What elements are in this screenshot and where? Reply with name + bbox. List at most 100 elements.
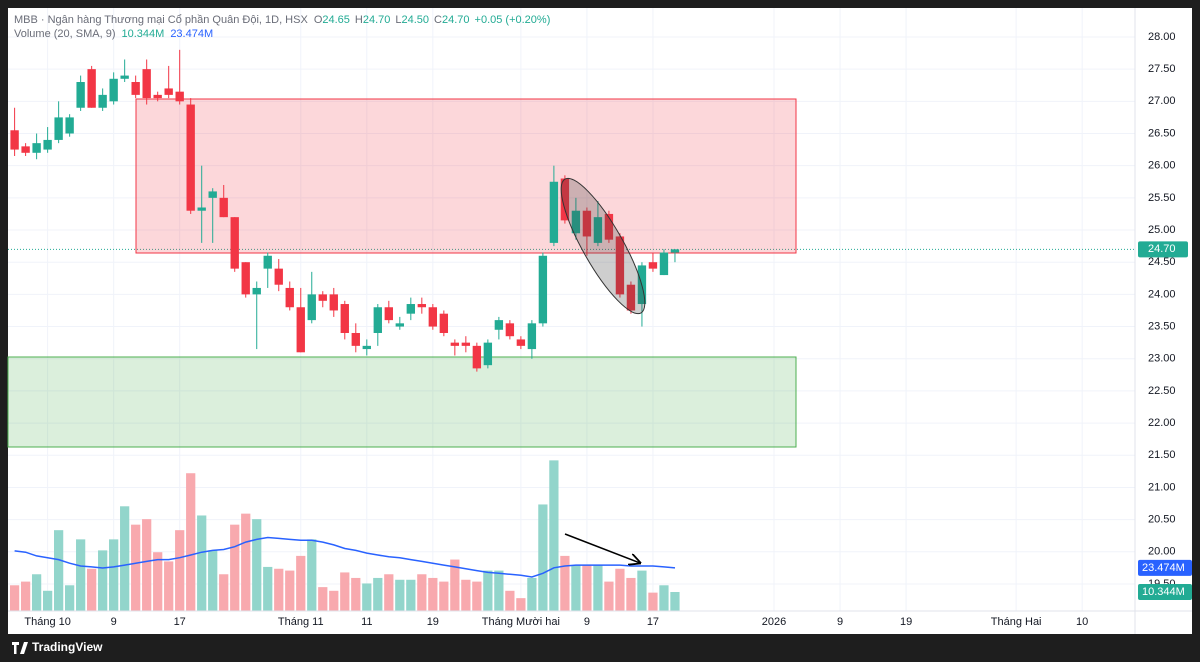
volume-label: 10.344M xyxy=(1142,586,1185,598)
volume-bar xyxy=(648,592,658,611)
candle-body xyxy=(648,262,658,269)
ohlc-value: 24.70 xyxy=(442,14,470,26)
volume-bar xyxy=(461,579,471,611)
grid xyxy=(8,8,1135,611)
y-tick-label: 26.50 xyxy=(1148,127,1176,139)
candle-body xyxy=(65,117,74,134)
candle-body xyxy=(230,217,239,269)
volume-bar xyxy=(351,577,361,611)
candle-body xyxy=(395,323,404,327)
candle-body xyxy=(263,255,272,269)
y-tick-label: 27.00 xyxy=(1148,95,1176,107)
volume-bar xyxy=(406,579,416,611)
x-tick-label: 19 xyxy=(900,616,912,628)
candle-body xyxy=(340,304,349,333)
annotation-arrow xyxy=(564,533,640,563)
y-tick-label: 21.00 xyxy=(1148,481,1176,493)
candle-body xyxy=(219,197,228,218)
candle-body xyxy=(153,94,162,99)
y-tick-label: 22.50 xyxy=(1148,385,1176,397)
volume-bar xyxy=(263,566,273,611)
volume-bar xyxy=(109,539,119,611)
x-tick-label: 10 xyxy=(1076,616,1088,628)
volume-name: Volume (20, SMA, 9) xyxy=(14,28,116,40)
supply-zone xyxy=(135,98,797,254)
candle-body xyxy=(164,88,173,95)
y-tick-label: 23.00 xyxy=(1148,353,1176,365)
y-tick-label: 28.00 xyxy=(1148,31,1176,43)
volume-bar xyxy=(670,591,680,611)
x-tick-label: 17 xyxy=(174,616,186,628)
volume-bar xyxy=(560,555,570,611)
candle-body xyxy=(362,345,371,350)
y-tick-label: 22.00 xyxy=(1148,417,1176,429)
volume-bar xyxy=(252,519,262,611)
ohlc-key: H xyxy=(355,14,363,26)
candle-body xyxy=(76,82,85,108)
y-tick-label: 25.00 xyxy=(1148,224,1176,236)
candle-body xyxy=(373,307,382,333)
volume-bar xyxy=(505,590,515,611)
candle-body xyxy=(494,320,504,330)
symbol-legend: MBB · Ngân hàng Thương mại Cổ phần Quân … xyxy=(14,14,550,26)
demand-zone xyxy=(7,356,797,448)
volume-bar xyxy=(87,568,97,611)
candle-body xyxy=(604,213,614,240)
candle-body xyxy=(450,342,460,346)
volume-bar xyxy=(285,570,295,611)
volume-bar xyxy=(428,577,438,611)
volume-sma xyxy=(14,536,676,578)
x-tick-label: 17 xyxy=(647,616,659,628)
candle-body xyxy=(87,69,96,108)
candle-body xyxy=(615,236,625,295)
volume-bar xyxy=(593,565,603,611)
volume-bar xyxy=(395,579,405,611)
candle-body xyxy=(527,323,537,350)
y-tick-label: 23.50 xyxy=(1148,320,1176,332)
candle-body xyxy=(274,268,283,285)
volume-bar xyxy=(439,581,449,611)
change: +0.05 (+0.20%) xyxy=(475,14,551,26)
candle-body xyxy=(142,69,151,99)
volume-bar xyxy=(31,574,42,611)
candle-body xyxy=(329,294,338,311)
candle-body xyxy=(43,139,52,150)
last-price-box xyxy=(1138,241,1188,258)
footer xyxy=(0,634,1200,662)
x-tick-label: 9 xyxy=(111,616,117,628)
candle-body xyxy=(10,130,19,150)
volume-bar xyxy=(65,585,75,611)
volume-bar xyxy=(472,581,482,611)
candle-body xyxy=(131,82,140,95)
candle-body xyxy=(571,210,581,234)
candle-body xyxy=(516,339,526,346)
volume-bar xyxy=(417,574,427,611)
candle-body xyxy=(593,217,603,243)
volume-bar xyxy=(76,539,86,611)
ohlc-value: 24.70 xyxy=(363,14,391,26)
candle-body xyxy=(241,262,250,295)
candle-body xyxy=(120,75,129,79)
volume-bar xyxy=(516,598,526,611)
volume-value: 10.344M xyxy=(122,28,165,40)
x-tick-label: 19 xyxy=(427,616,439,628)
candle-body xyxy=(505,323,515,337)
candle-body xyxy=(21,146,30,153)
candle-body xyxy=(318,294,327,301)
y-tick-label: 24.00 xyxy=(1148,288,1176,300)
candle-body xyxy=(285,287,294,308)
candle-body xyxy=(560,178,570,221)
last-price-label: 24.70 xyxy=(1148,243,1176,255)
volume-bar xyxy=(615,568,625,611)
volume-bar xyxy=(54,530,64,611)
ohlc-key: C xyxy=(434,14,442,26)
volume-bar xyxy=(384,574,394,611)
x-tick-label: 2026 xyxy=(762,616,786,628)
sma-label: 23.474M xyxy=(1142,562,1185,574)
volume-bar xyxy=(186,473,196,611)
candle-body xyxy=(483,342,493,366)
candle-body xyxy=(307,294,316,321)
volume-bar xyxy=(120,506,130,611)
candle-body xyxy=(351,332,360,346)
y-tick-label: 24.50 xyxy=(1148,256,1176,268)
